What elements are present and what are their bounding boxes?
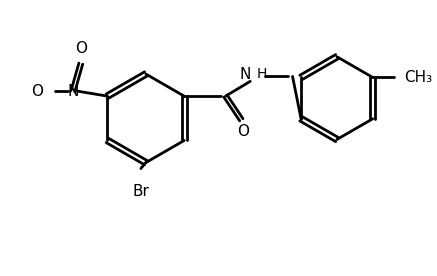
Text: N: N (240, 67, 251, 82)
Text: N: N (67, 84, 79, 99)
Text: O: O (75, 41, 87, 56)
Text: H: H (257, 67, 267, 81)
Text: Br: Br (132, 184, 149, 199)
Text: O: O (31, 84, 43, 99)
Text: CH₃: CH₃ (404, 70, 432, 85)
Text: O: O (237, 124, 249, 139)
